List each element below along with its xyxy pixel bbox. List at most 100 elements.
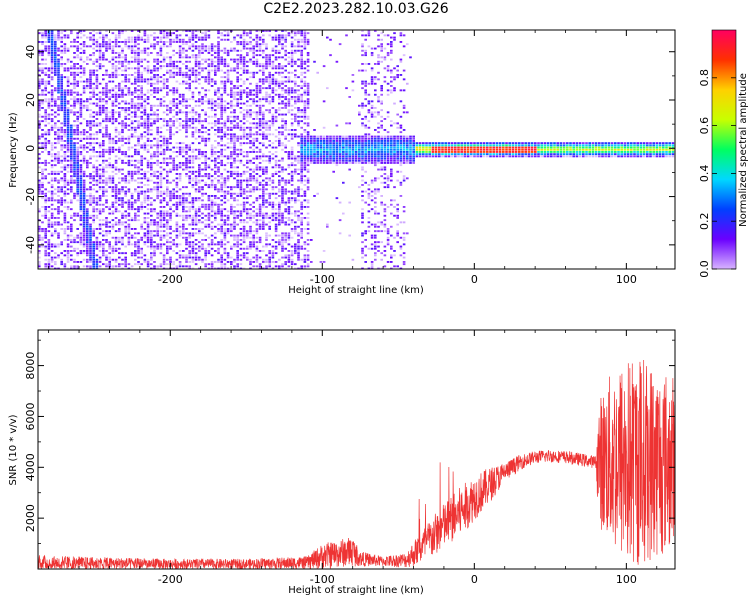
heatmap-cell <box>54 217 57 219</box>
heatmap-cell <box>159 52 163 54</box>
heatmap-cell <box>50 232 54 235</box>
heatmap-cell <box>223 148 227 151</box>
heatmap-cell <box>82 221 86 224</box>
heatmap-cell <box>146 52 150 54</box>
heatmap-cell <box>294 155 297 158</box>
heatmap-cell <box>220 162 223 164</box>
heatmap-cell <box>236 250 239 252</box>
heatmap-cell <box>153 122 156 125</box>
heatmap-cell <box>79 168 83 171</box>
heatmap-cell <box>105 199 108 202</box>
heatmap-cell <box>191 148 195 151</box>
heatmap-cell <box>194 254 198 257</box>
heatmap-cell <box>114 120 118 123</box>
heatmap-cell <box>198 219 201 222</box>
heatmap-cell <box>102 107 105 109</box>
heatmap-cell <box>102 230 105 233</box>
heatmap-cell <box>130 192 134 195</box>
heatmap-cell <box>98 208 102 211</box>
heatmap-cell <box>278 223 281 226</box>
heatmap-cell <box>210 69 214 72</box>
heatmap-cell <box>188 36 191 39</box>
heatmap-cell <box>146 60 150 63</box>
heatmap-cell <box>60 137 63 140</box>
heatmap-cell <box>86 131 89 134</box>
heatmap-cell <box>41 144 44 147</box>
heatmap-cell <box>214 188 217 191</box>
heatmap-cell <box>50 265 54 268</box>
heatmap-cell <box>217 230 220 233</box>
heatmap-cell <box>191 45 195 48</box>
heatmap-cell <box>274 261 278 263</box>
heatmap-cell <box>130 104 134 107</box>
heatmap-cell <box>236 210 239 213</box>
heatmap-cell <box>191 234 195 237</box>
heatmap-cell <box>162 30 166 32</box>
heatmap-cell <box>194 76 198 79</box>
heatmap-cell <box>66 225 70 228</box>
heatmap-cell <box>194 71 198 74</box>
heatmap-cell <box>98 111 102 114</box>
heatmap-cell <box>271 38 275 41</box>
heatmap-cell <box>217 89 220 92</box>
heatmap-cell <box>223 63 227 65</box>
heatmap-cell <box>95 245 99 248</box>
heatmap-cell <box>230 47 233 50</box>
heatmap-cell <box>41 93 44 96</box>
heatmap-cell <box>252 241 255 244</box>
heatmap-cell <box>134 113 137 116</box>
heatmap-cell <box>166 52 169 54</box>
heatmap-cell <box>162 137 166 140</box>
heatmap-cell <box>98 203 102 206</box>
heatmap-cell <box>162 65 166 68</box>
heatmap-cell <box>44 175 47 178</box>
heatmap-cell <box>92 34 95 37</box>
heatmap-cell <box>204 166 207 169</box>
heatmap-cell <box>114 45 118 48</box>
heatmap-cell <box>294 98 297 101</box>
heatmap-cell <box>175 164 179 167</box>
heatmap-cell <box>92 137 95 140</box>
heatmap-cell <box>82 67 86 70</box>
heatmap-cell <box>137 151 140 153</box>
heatmap-cell <box>57 186 60 189</box>
heatmap-cell <box>230 208 233 211</box>
heatmap-cell <box>134 219 137 222</box>
heatmap-cell <box>236 58 239 61</box>
heatmap-cell <box>191 186 195 189</box>
heatmap-cell <box>121 135 124 138</box>
heatmap-cell <box>220 228 223 230</box>
heatmap-cell <box>223 52 227 54</box>
heatmap-cell <box>255 115 259 118</box>
heatmap-cell <box>162 74 166 76</box>
heatmap-cell <box>252 236 255 239</box>
heatmap-cell <box>172 197 175 200</box>
heatmap-cell <box>95 93 99 96</box>
heatmap-cell <box>150 190 153 193</box>
heatmap-cell <box>105 49 108 52</box>
heatmap-cell <box>198 148 201 151</box>
heatmap-cell <box>130 175 134 178</box>
heatmap-cell <box>89 256 92 259</box>
heatmap-cell <box>159 166 163 169</box>
heatmap-cell <box>92 102 95 105</box>
heatmap-cell <box>255 223 259 226</box>
heatmap-cell <box>121 221 124 224</box>
heatmap-cell <box>86 58 89 61</box>
heatmap-cell <box>204 214 207 217</box>
heatmap-cell <box>188 214 191 217</box>
heatmap-cell <box>108 177 111 180</box>
heatmap-cell <box>198 173 201 175</box>
heatmap-cell <box>262 74 265 76</box>
heatmap-cell <box>281 45 284 48</box>
heatmap-cell <box>214 212 217 215</box>
heatmap-cell <box>95 166 99 169</box>
heatmap-cell <box>271 142 275 145</box>
heatmap-cell <box>73 56 76 59</box>
heatmap-cell <box>226 254 230 257</box>
heatmap-cell <box>134 41 137 43</box>
heatmap-cell <box>54 104 57 107</box>
heatmap-cell <box>114 190 118 193</box>
heatmap-cell <box>73 164 76 167</box>
heatmap-cell <box>198 104 201 107</box>
